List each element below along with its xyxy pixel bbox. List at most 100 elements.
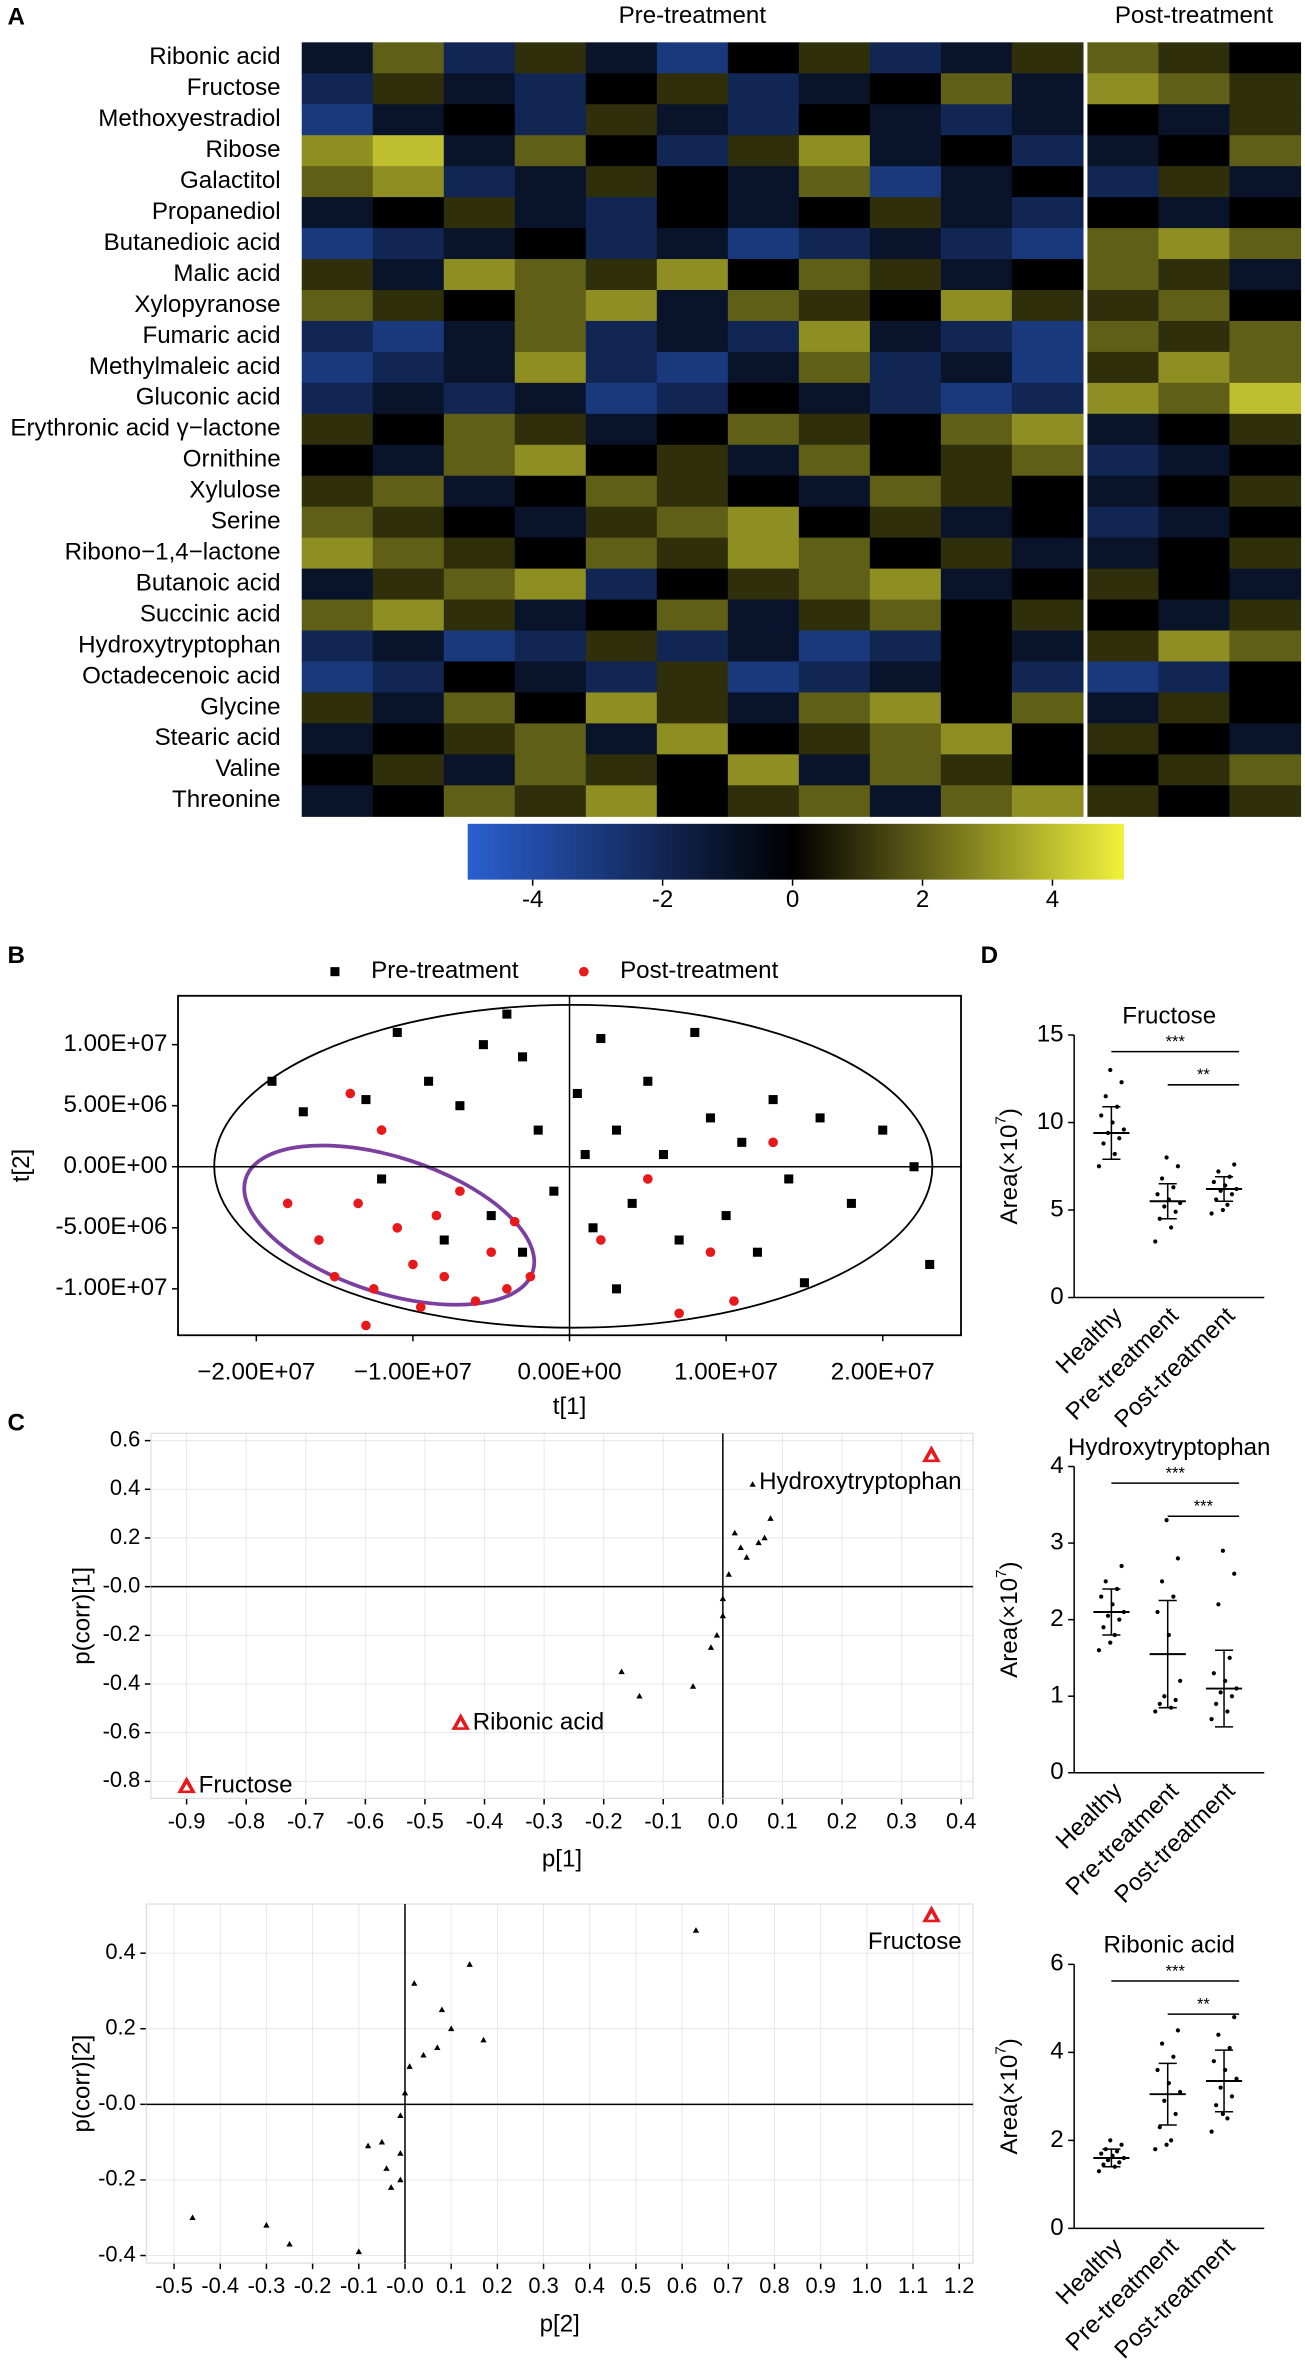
y-axis-label-part: ): [996, 1108, 1023, 1116]
point: [1209, 1717, 1214, 1722]
y-axis-label: Area(×107): [993, 1108, 1023, 1224]
row-label: Malic acid: [173, 260, 280, 287]
row-label: Galactitol: [180, 167, 281, 194]
heatmap-cell: [727, 228, 800, 260]
heatmap-cell: [940, 599, 1013, 632]
point: [415, 1302, 426, 1312]
row-label: Butanoic acid: [136, 569, 281, 596]
x-tick-label: -0.3: [525, 1808, 563, 1833]
y-tick-label: 0.2: [110, 1524, 140, 1549]
heatmap-cell: [443, 785, 516, 817]
point: [1155, 1609, 1160, 1615]
heatmap-cell: [940, 228, 1013, 260]
point: [1211, 1671, 1216, 1676]
cluster-ellipse: [242, 1143, 537, 1307]
column-group-label: Post-treatment: [1115, 2, 1274, 29]
heatmap-cell: [585, 692, 658, 724]
heatmap-cell: [798, 444, 871, 477]
heatmap-cell: [940, 785, 1013, 817]
heatmap-cell: [1158, 754, 1231, 786]
heatmap-cell: [869, 351, 942, 384]
heatmap-cell: [727, 785, 800, 817]
row-label: Ribonic acid: [149, 43, 280, 70]
heatmap-cell: [798, 289, 871, 322]
heatmap-cell: [656, 444, 729, 477]
heatmap-cell: [372, 320, 445, 353]
legend-label: Post-treatment: [620, 957, 779, 984]
point: [909, 1162, 919, 1172]
point: [1159, 2041, 1165, 2046]
point: [725, 1571, 732, 1577]
point: [1229, 2094, 1235, 2099]
heatmap-cell: [1158, 289, 1231, 322]
heatmap-cell: [443, 289, 516, 322]
point: [1112, 1151, 1117, 1157]
heatmap-cell: [798, 228, 871, 260]
point: [1211, 2059, 1216, 2064]
heatmap-cell: [585, 599, 658, 632]
y-tick-label: 0.6: [110, 1426, 140, 1451]
heatmap-cell: [514, 599, 587, 632]
heatmap-cell: [1229, 259, 1302, 291]
heatmap-cell: [940, 723, 1013, 755]
highlight-label: Fructose: [199, 1772, 293, 1799]
heatmap-cell: [514, 382, 587, 415]
heatmap-cell: [443, 197, 516, 229]
point: [1168, 1225, 1174, 1230]
legend-marker: [579, 966, 589, 977]
heatmap-cell: [514, 197, 587, 229]
significance-label: ***: [1166, 1463, 1186, 1482]
heatmap-cell: [1158, 228, 1231, 260]
row-label: Glycine: [200, 693, 280, 720]
heatmap-cell: [1087, 661, 1160, 694]
y-axis-label-part: Area(×10: [996, 1578, 1023, 1678]
point: [549, 1186, 559, 1196]
point: [1225, 2116, 1230, 2121]
heatmap-cell: [372, 197, 445, 229]
heatmap-cell: [1011, 475, 1084, 508]
heatmap-cell: [1229, 228, 1302, 260]
heatmap-cell: [301, 166, 374, 198]
heatmap-cell: [940, 259, 1013, 291]
point: [1232, 1162, 1237, 1167]
point: [1099, 1594, 1104, 1599]
point: [707, 1644, 715, 1650]
heatmap-cell: [514, 444, 587, 477]
heatmap-cell: [940, 104, 1013, 136]
heatmap-cell: [940, 537, 1013, 570]
significance-label: ***: [1166, 1032, 1186, 1051]
point: [383, 2165, 390, 2171]
heatmap-cell: [301, 382, 374, 415]
heatmap-cell: [301, 320, 374, 353]
heatmap-cell: [1229, 506, 1302, 539]
row-label: Methylmaleic acid: [89, 353, 281, 380]
heatmap-cell: [798, 42, 871, 74]
heatmap-cell: [869, 197, 942, 229]
point: [1209, 1211, 1214, 1216]
x-tick-label: 0.2: [482, 2273, 512, 2298]
heatmap-cell: [656, 568, 729, 601]
heatmap-cell: [301, 197, 374, 229]
heatmap-cell: [1158, 382, 1231, 415]
y-axis-label-part: ): [996, 2038, 1023, 2046]
heatmap-cell: [1087, 599, 1160, 632]
heatmap-cell: [656, 197, 729, 229]
heatmap-cell: [940, 754, 1013, 786]
heatmap-cell: [869, 568, 942, 601]
heatmap-cell: [372, 73, 445, 105]
point: [1175, 2028, 1181, 2033]
point: [674, 1308, 684, 1319]
panel-letter: C: [8, 1410, 25, 1437]
y-axis-label: Area(×107): [993, 1561, 1023, 1677]
heatmap-cell: [443, 506, 516, 539]
point: [1162, 1204, 1167, 1209]
legend-marker: [330, 967, 340, 977]
y-tick-label: 3: [1050, 1528, 1063, 1555]
point: [627, 1198, 637, 1208]
y-tick-label: -0.4: [103, 1670, 141, 1695]
heatmap-cell: [798, 259, 871, 291]
heatmap-cell: [940, 506, 1013, 539]
point: [658, 1150, 669, 1160]
point: [282, 1198, 293, 1209]
